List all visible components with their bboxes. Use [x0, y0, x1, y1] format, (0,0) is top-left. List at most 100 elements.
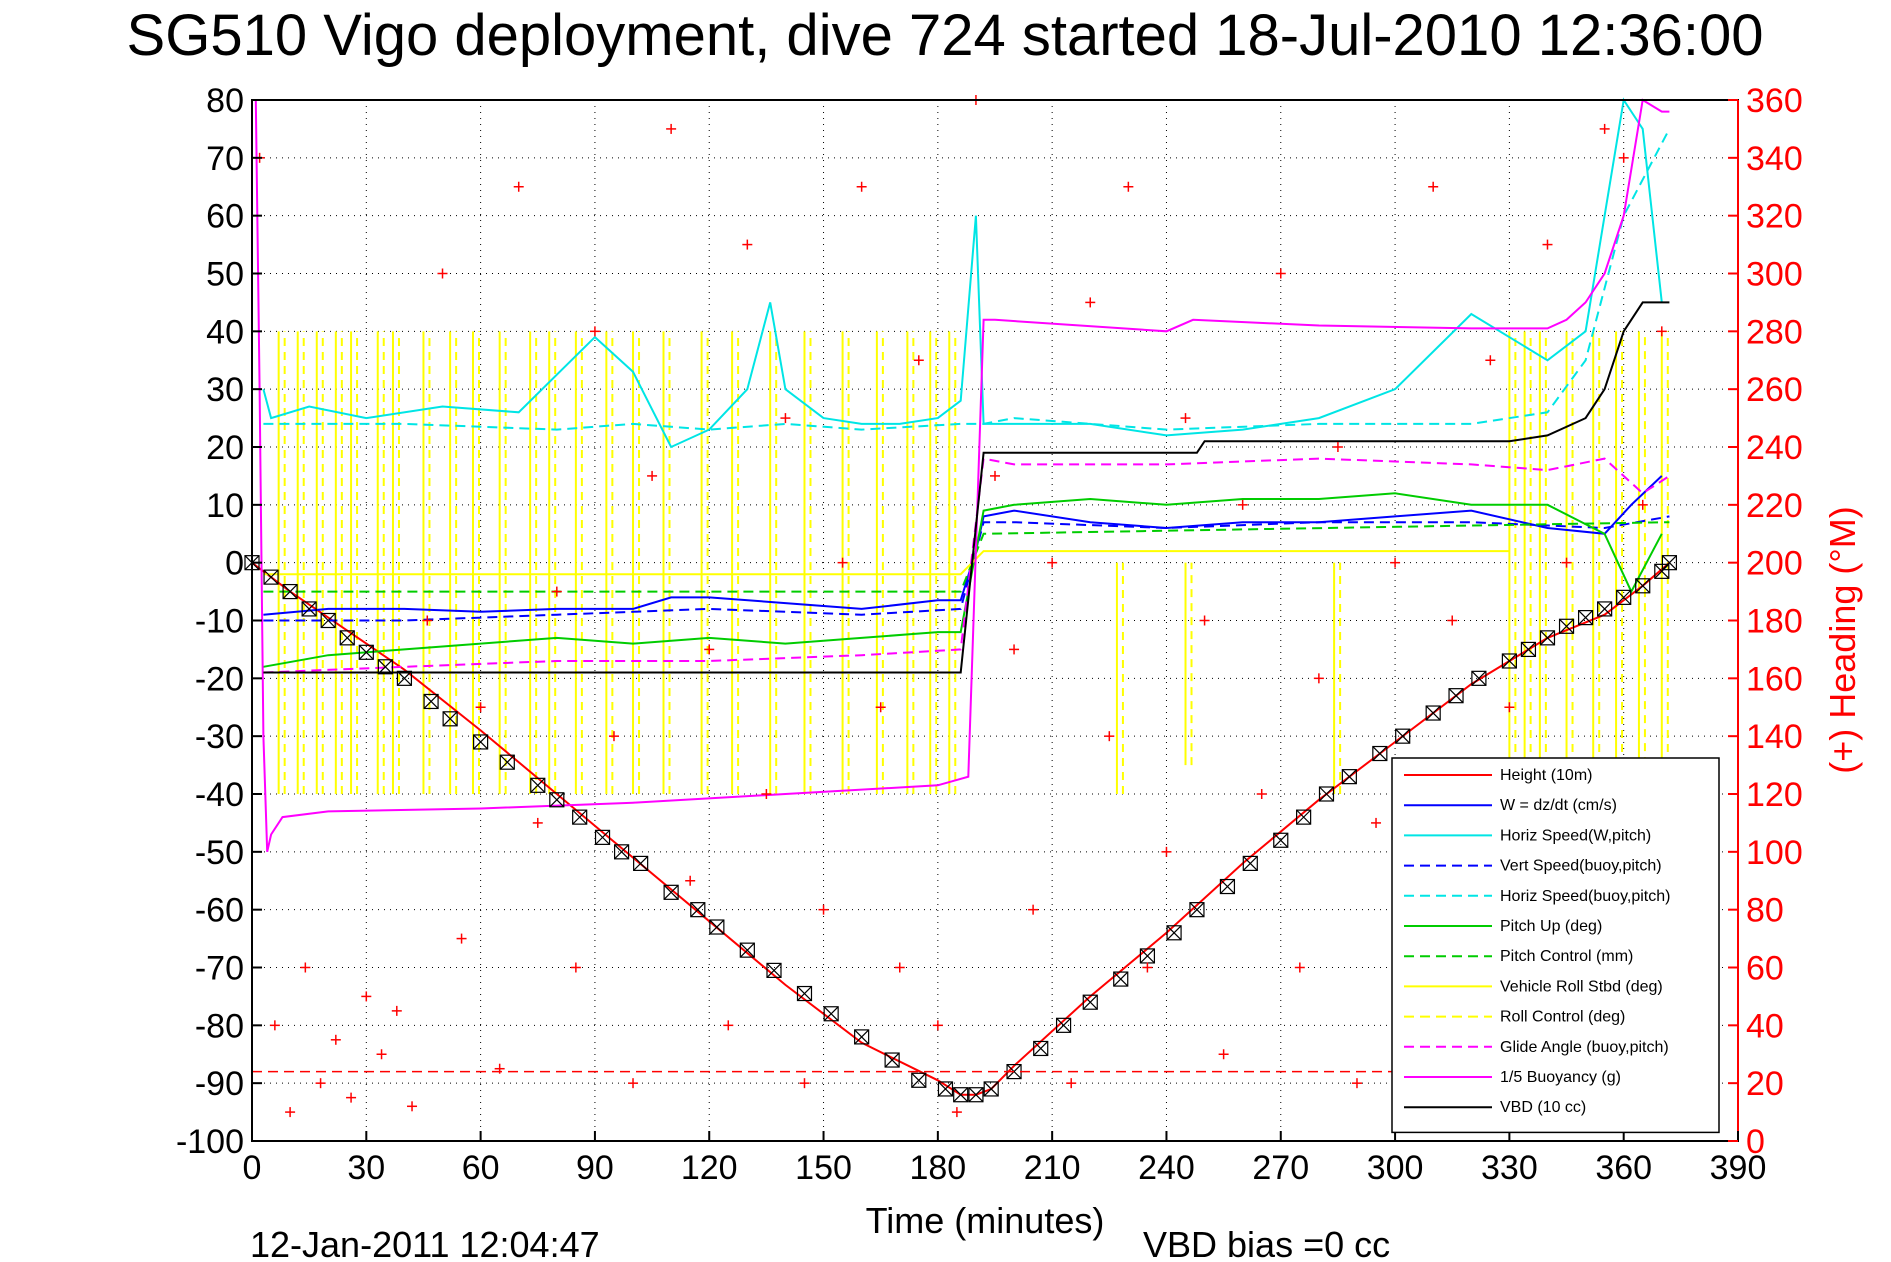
heading-point: [666, 123, 677, 134]
x-tick-label: 390: [1710, 1149, 1767, 1187]
x-tick-label: 300: [1367, 1149, 1424, 1187]
heading-point: [391, 1005, 402, 1016]
series-line-pitch_up: [263, 492, 1663, 668]
x-tick-label: 30: [347, 1149, 385, 1187]
depth-sample-marker: [499, 754, 515, 770]
legend-label: Pitch Up (deg): [1500, 918, 1602, 935]
heading-point: [475, 702, 486, 713]
depth-sample-marker: [263, 569, 279, 585]
legend-item: VBD (10 cc): [1404, 1099, 1586, 1116]
heading-point: [818, 904, 829, 915]
heading-tick-label: 120: [1746, 776, 1803, 814]
heading-point: [1656, 326, 1667, 337]
depth-sample-marker: [530, 777, 546, 793]
heading-point: [269, 1020, 280, 1031]
depth-sample-marker: [953, 1087, 969, 1103]
heading-point: [1428, 181, 1439, 192]
heading-point: [1275, 268, 1286, 279]
heading-axis-label: (+) Heading (°M): [1822, 506, 1863, 773]
vbd-bias-note: VBD bias =0 cc: [1143, 1224, 1390, 1262]
legend-label: Pitch Control (mm): [1500, 948, 1633, 965]
legend-label: Glide Angle (buoy,pitch): [1500, 1039, 1669, 1056]
heading-point: [1161, 846, 1172, 857]
depth-sample-marker: [1520, 641, 1537, 658]
legend-label: Height (10m): [1500, 767, 1592, 784]
y-tick-label: -80: [195, 1007, 244, 1045]
heading-point: [932, 1020, 943, 1031]
y-tick-label: 80: [206, 82, 244, 120]
y-tick-label: -90: [195, 1065, 244, 1103]
depth-sample-marker: [690, 902, 706, 918]
y-axis-ticks: 80 70 60 50 40 30 20 10 0 -10 -20 -30 -40 -50 -60 -70 -8…: [176, 82, 262, 1161]
depth-sample-marker: [1318, 786, 1335, 802]
heading-point: [1504, 702, 1515, 713]
x-tick-label: 180: [909, 1149, 966, 1187]
legend-label: Roll Control (deg): [1500, 1009, 1625, 1026]
depth-sample-marker: [1296, 809, 1312, 825]
depth-sample-marker: [911, 1072, 927, 1088]
heading-point: [1294, 962, 1305, 973]
heading-tick-label: 340: [1746, 140, 1803, 178]
series-line-buoyancy_fifth: [254, 98, 1670, 853]
heading-point: [1351, 1078, 1362, 1089]
heading-point: [1542, 239, 1553, 250]
depth-sample-marker: [282, 583, 298, 600]
depth-sample-marker: [823, 1006, 839, 1022]
heading-tick-label: 300: [1746, 256, 1803, 294]
x-tick-label: 360: [1595, 1149, 1652, 1187]
heading-point: [1371, 817, 1382, 828]
heading-point: [1256, 789, 1267, 799]
y-tick-label: -100: [176, 1123, 244, 1161]
heading-point: [894, 962, 905, 973]
heading-point: [437, 268, 448, 279]
heading-point: [837, 557, 848, 568]
y-tick-label: -10: [195, 603, 244, 641]
heading-point: [1218, 1049, 1229, 1060]
heading-point: [422, 615, 433, 626]
heading-tick-label: 140: [1746, 718, 1803, 756]
depth-sample-marker: [968, 1087, 984, 1103]
depth-sample-marker: [549, 792, 565, 808]
depth-sample-marker: [1577, 610, 1594, 626]
y-tick-label: 30: [206, 371, 244, 409]
chart-title: SG510 Vigo deployment, dive 724 started …: [127, 3, 1764, 68]
heading-point: [628, 1078, 639, 1089]
heading-point: [1028, 904, 1039, 915]
heading-point: [990, 470, 1000, 481]
heading-point: [1599, 123, 1610, 134]
x-tick-label: 330: [1481, 1149, 1538, 1187]
x-tick-label: 150: [795, 1149, 852, 1187]
depth-sample-marker: [854, 1029, 870, 1045]
heading-tick-label: 260: [1746, 371, 1803, 409]
heading-point: [951, 1107, 962, 1118]
legend-item: Height (10m): [1404, 767, 1592, 784]
heading-tick-label: 40: [1746, 1007, 1784, 1045]
heading-point: [1047, 557, 1058, 568]
depth-sample-marker: [594, 829, 611, 845]
series-line-glide_angle_buoy_pitch: [263, 457, 1670, 674]
depth-sample-marker: [1372, 745, 1388, 762]
heading-point: [742, 239, 753, 250]
depth-sample-marker: [1082, 994, 1098, 1010]
heading-tick-label: 20: [1746, 1065, 1784, 1103]
depth-sample-marker: [1661, 555, 1678, 571]
heading-point: [376, 1049, 387, 1060]
heading-point: [1123, 181, 1134, 192]
x-tick-label: 240: [1138, 1149, 1195, 1187]
depth-sample-marker: [423, 693, 439, 710]
x-axis-label: Time (minutes): [866, 1200, 1105, 1241]
depth-sample-marker: [884, 1052, 900, 1068]
y-tick-label: -70: [195, 950, 244, 988]
y-tick-label: -20: [195, 660, 244, 698]
depth-sample-marker: [1597, 601, 1613, 617]
heading-point: [856, 181, 867, 192]
depth-sample-marker: [1139, 948, 1156, 964]
y-tick-label: 60: [206, 198, 244, 236]
heading-tick-label: 100: [1746, 834, 1803, 872]
legend-item: W = dz/dt (cm/s): [1404, 797, 1617, 814]
legend-item: Horiz Speed(buoy,pitch): [1404, 888, 1670, 905]
x-tick-label: 120: [681, 1149, 738, 1187]
legend-label: Vehicle Roll Stbd (deg): [1500, 978, 1663, 995]
legend-item: 1/5 Buoyancy (g): [1404, 1069, 1621, 1086]
